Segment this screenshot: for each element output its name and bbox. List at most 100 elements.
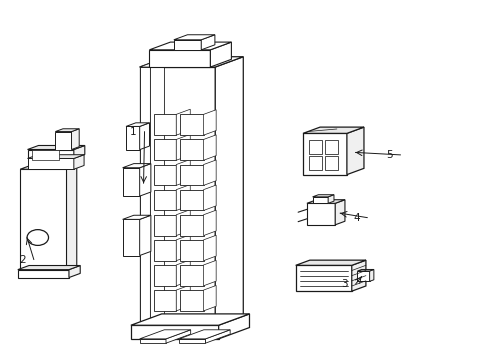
Polygon shape bbox=[201, 35, 214, 50]
Polygon shape bbox=[126, 123, 149, 126]
Polygon shape bbox=[140, 67, 150, 325]
Polygon shape bbox=[74, 155, 84, 169]
Polygon shape bbox=[312, 195, 333, 197]
Text: 2: 2 bbox=[20, 255, 26, 265]
Polygon shape bbox=[122, 163, 151, 168]
Polygon shape bbox=[303, 127, 363, 134]
Polygon shape bbox=[27, 145, 84, 149]
Polygon shape bbox=[215, 57, 243, 325]
Polygon shape bbox=[295, 260, 365, 265]
Polygon shape bbox=[176, 285, 190, 311]
Polygon shape bbox=[180, 265, 203, 286]
Polygon shape bbox=[180, 215, 203, 235]
Polygon shape bbox=[27, 158, 74, 169]
Polygon shape bbox=[334, 200, 344, 225]
Polygon shape bbox=[218, 314, 249, 339]
Polygon shape bbox=[295, 265, 351, 291]
Polygon shape bbox=[32, 149, 59, 160]
Polygon shape bbox=[154, 215, 176, 235]
Polygon shape bbox=[303, 134, 346, 175]
Polygon shape bbox=[173, 35, 214, 40]
Polygon shape bbox=[140, 123, 149, 150]
Polygon shape bbox=[149, 50, 210, 67]
Polygon shape bbox=[357, 269, 373, 271]
Polygon shape bbox=[312, 197, 327, 203]
Polygon shape bbox=[180, 165, 203, 185]
Polygon shape bbox=[325, 140, 337, 154]
Polygon shape bbox=[173, 40, 201, 50]
Polygon shape bbox=[180, 114, 203, 135]
Polygon shape bbox=[140, 215, 151, 256]
Polygon shape bbox=[180, 139, 203, 160]
Polygon shape bbox=[74, 145, 84, 158]
Polygon shape bbox=[180, 240, 203, 261]
Polygon shape bbox=[140, 330, 190, 339]
Polygon shape bbox=[176, 260, 190, 286]
Polygon shape bbox=[20, 169, 66, 270]
Polygon shape bbox=[327, 195, 333, 203]
Polygon shape bbox=[140, 339, 165, 343]
Polygon shape bbox=[154, 240, 176, 261]
Polygon shape bbox=[154, 165, 176, 185]
Polygon shape bbox=[203, 160, 216, 185]
Polygon shape bbox=[308, 140, 322, 154]
Polygon shape bbox=[357, 271, 369, 282]
Polygon shape bbox=[165, 330, 190, 343]
Polygon shape bbox=[55, 132, 71, 149]
Polygon shape bbox=[18, 266, 80, 270]
Polygon shape bbox=[55, 129, 79, 132]
Polygon shape bbox=[27, 149, 74, 158]
Polygon shape bbox=[306, 203, 334, 225]
Polygon shape bbox=[154, 139, 176, 160]
Polygon shape bbox=[308, 156, 322, 170]
Polygon shape bbox=[27, 155, 84, 158]
Polygon shape bbox=[20, 166, 77, 169]
Polygon shape bbox=[203, 260, 216, 286]
Polygon shape bbox=[179, 339, 205, 343]
Polygon shape bbox=[203, 210, 216, 235]
Text: 5: 5 bbox=[386, 150, 392, 160]
Polygon shape bbox=[154, 190, 176, 211]
Polygon shape bbox=[18, 270, 69, 278]
Polygon shape bbox=[122, 215, 151, 219]
Polygon shape bbox=[351, 260, 365, 291]
Polygon shape bbox=[149, 42, 231, 50]
Polygon shape bbox=[176, 185, 190, 211]
Polygon shape bbox=[203, 235, 216, 261]
Polygon shape bbox=[210, 42, 231, 67]
Polygon shape bbox=[180, 290, 203, 311]
Polygon shape bbox=[369, 269, 373, 282]
Polygon shape bbox=[154, 265, 176, 286]
Polygon shape bbox=[131, 314, 249, 325]
Polygon shape bbox=[131, 325, 218, 339]
Polygon shape bbox=[122, 168, 140, 196]
Polygon shape bbox=[140, 62, 164, 67]
Text: 4: 4 bbox=[352, 213, 359, 222]
Polygon shape bbox=[203, 185, 216, 211]
Polygon shape bbox=[176, 109, 190, 135]
Polygon shape bbox=[176, 134, 190, 160]
Circle shape bbox=[27, 230, 48, 246]
Polygon shape bbox=[66, 166, 77, 270]
Polygon shape bbox=[140, 57, 243, 67]
Polygon shape bbox=[71, 129, 79, 149]
Polygon shape bbox=[154, 290, 176, 311]
Polygon shape bbox=[140, 163, 151, 196]
Polygon shape bbox=[154, 114, 176, 135]
Polygon shape bbox=[140, 67, 215, 325]
Polygon shape bbox=[150, 62, 164, 325]
Polygon shape bbox=[176, 210, 190, 235]
Polygon shape bbox=[325, 156, 337, 170]
Polygon shape bbox=[176, 159, 190, 185]
Polygon shape bbox=[69, 266, 80, 278]
Polygon shape bbox=[122, 219, 140, 256]
Polygon shape bbox=[203, 135, 216, 160]
Polygon shape bbox=[306, 200, 344, 203]
Polygon shape bbox=[205, 330, 230, 343]
Text: 3: 3 bbox=[341, 279, 347, 289]
Polygon shape bbox=[176, 235, 190, 261]
Polygon shape bbox=[180, 190, 203, 211]
Polygon shape bbox=[346, 127, 363, 175]
Polygon shape bbox=[203, 110, 216, 135]
Polygon shape bbox=[203, 285, 216, 311]
